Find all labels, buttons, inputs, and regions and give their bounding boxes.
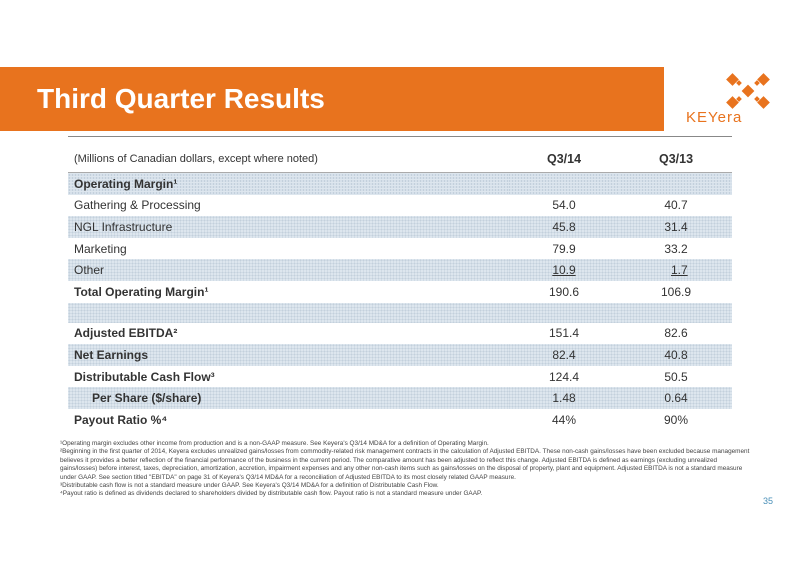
table-row: Distributable Cash Flow³ 124.4 50.5 [68,366,732,388]
value-q313: 40.7 [664,198,688,213]
value-q314: 79.9 [552,241,576,256]
row-label: Per Share ($/share) [68,387,508,409]
value-q314: 190.6 [548,284,580,299]
value-q314: 1.48 [508,387,620,409]
value-q313: 31.4 [620,216,732,238]
logo-wordmark: KEYera [686,109,743,126]
footnote-4: ⁴Payout ratio is defined as dividends de… [60,490,483,498]
table-row: Adjusted EBITDA² 151.4 82.6 [68,323,732,345]
column-header-q314: Q3/14 [546,152,582,166]
value-q314: 45.8 [508,216,620,238]
table-row: Gathering & Processing 54.0 40.7 [68,195,732,217]
value-q314: 124.4 [548,369,580,384]
spacer-cell [68,302,508,323]
results-table: (Millions of Canadian dollars, except wh… [68,146,732,431]
row-label: Distributable Cash Flow³ [74,369,215,384]
spacer-cell [620,302,732,323]
value-q314 [508,171,620,195]
value-q314: 54.0 [552,198,576,213]
row-label: Total Operating Margin¹ [74,284,209,299]
value-q313: 33.2 [664,241,688,256]
value-q313: 106.9 [660,284,692,299]
spacer-cell [508,302,620,323]
slide-title: Third Quarter Results [37,83,325,114]
table-row: Other 10.9 1.7 [68,259,732,281]
row-label: Operating Margin¹ [68,171,508,195]
value-q313: 1.7 [620,259,732,281]
page-number: 35 [763,496,774,506]
keyera-logo-icon [726,73,770,109]
table-row: Operating Margin¹ [68,171,732,195]
value-q313: 90% [663,412,689,427]
row-label: Other [68,259,508,281]
value-q313: 82.6 [664,326,688,341]
value-q314: 82.4 [508,344,620,366]
value-q313-text: 1.7 [670,263,688,278]
value-q314-text: 10.9 [552,263,576,278]
row-label: Adjusted EBITDA² [74,326,178,341]
column-header-q313: Q3/13 [658,152,694,166]
table-header-row: (Millions of Canadian dollars, except wh… [68,146,732,173]
row-label: Gathering & Processing [74,198,201,213]
footnotes: ¹Operating margin excludes other income … [60,440,750,499]
table-row: Per Share ($/share) 1.48 0.64 [68,387,732,409]
value-q314: 44% [551,412,577,427]
value-q314: 151.4 [548,326,580,341]
row-label: Net Earnings [68,344,508,366]
value-q313: 0.64 [620,387,732,409]
header-divider [68,136,732,137]
table-header-label: (Millions of Canadian dollars, except wh… [74,153,318,165]
value-q314: 10.9 [508,259,620,281]
footnote-3: ³Distributable cash flow is not a standa… [60,482,439,490]
value-q313 [620,171,732,195]
row-label: Payout Ratio %⁴ [74,412,168,427]
footnote-2: ²Beginning in the first quarter of 2014,… [60,448,750,481]
footnote-1: ¹Operating margin excludes other income … [60,440,489,447]
row-label: NGL Infrastructure [68,216,508,238]
spacer-row [68,302,732,323]
table-row: Marketing 79.9 33.2 [68,238,732,260]
table-row: Total Operating Margin¹ 190.6 106.9 [68,281,732,303]
value-q313: 50.5 [664,369,688,384]
table-row: NGL Infrastructure 45.8 31.4 [68,216,732,238]
row-label: Marketing [74,241,127,256]
value-q313: 40.8 [620,344,732,366]
table-row: Net Earnings 82.4 40.8 [68,344,732,366]
table-row: Payout Ratio %⁴ 44% 90% [68,409,732,431]
